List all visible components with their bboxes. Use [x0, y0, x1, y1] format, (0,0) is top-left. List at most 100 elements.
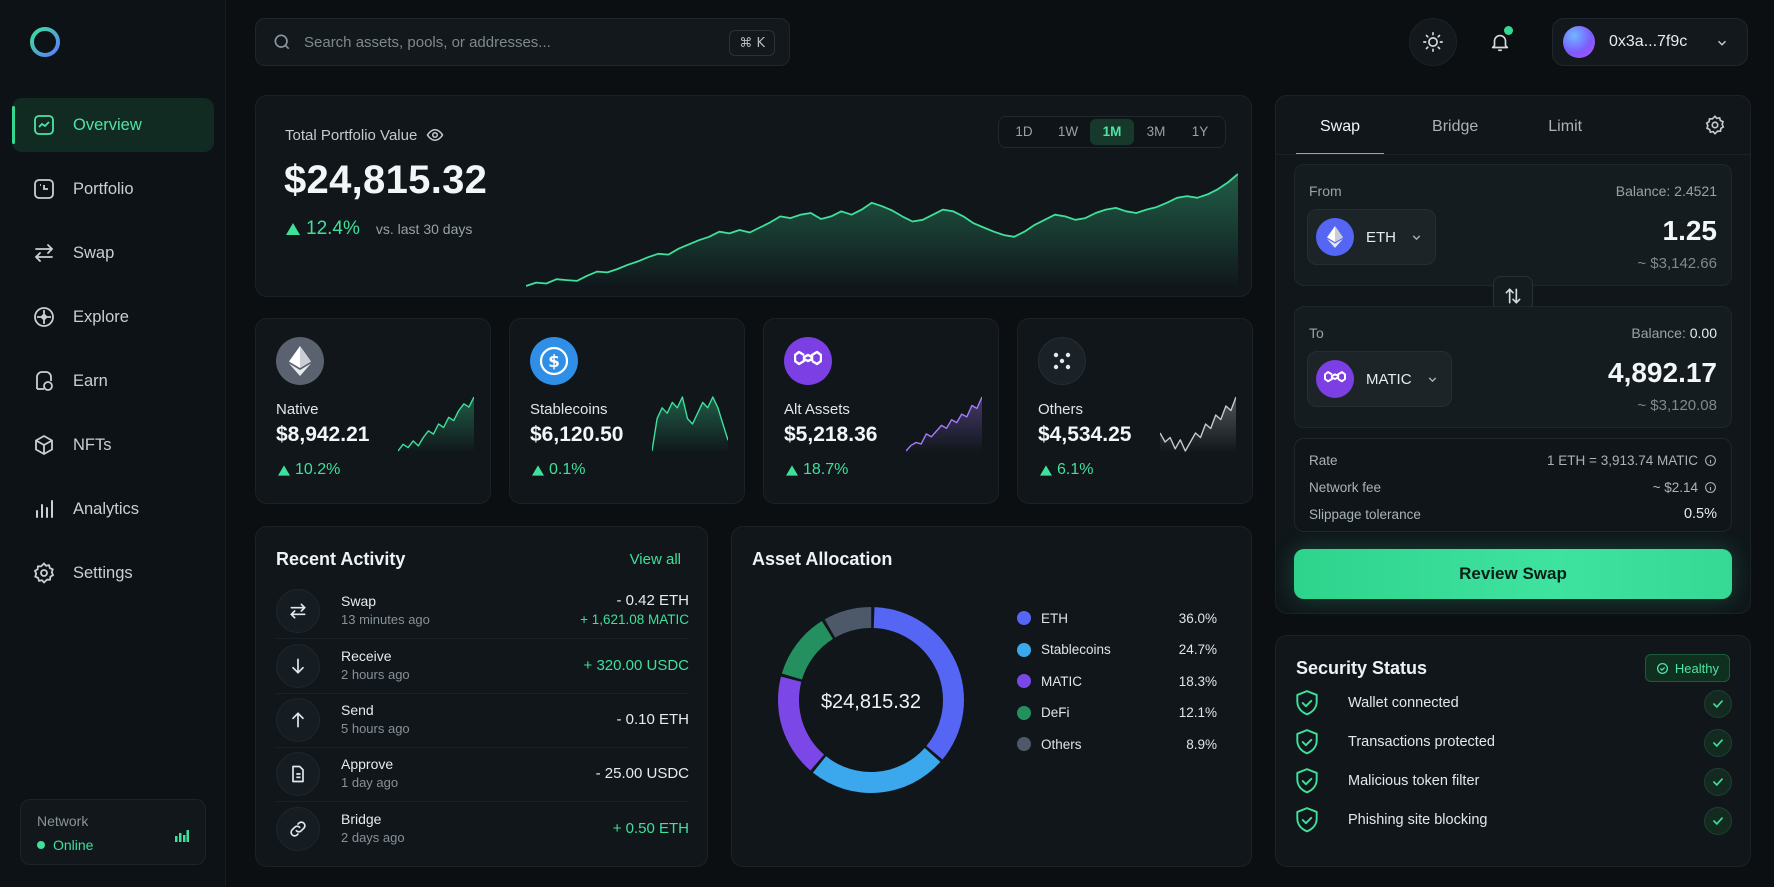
wallet-menu[interactable]: 0x3a...7f9c — [1552, 18, 1748, 66]
to-token-select[interactable]: MATIC — [1307, 351, 1452, 407]
sidebar-item-analytics[interactable]: Analytics — [12, 482, 214, 536]
activity-row[interactable]: Approve 1 day ago - 25.00 USDC — [276, 748, 689, 802]
tab-swap[interactable]: Swap — [1296, 96, 1385, 155]
activity-row[interactable]: Swap 13 minutes ago - 0.42 ETH + 1,621.0… — [276, 585, 689, 639]
portfolio-area-chart — [526, 173, 1238, 288]
legend-pct: 18.3% — [1178, 673, 1217, 689]
chart-series-line — [652, 396, 728, 452]
status-dot — [37, 841, 45, 849]
activity-row[interactable]: Bridge 2 days ago + 0.50 ETH — [276, 803, 689, 857]
range-1w[interactable]: 1W — [1057, 124, 1079, 139]
chart-area-fill — [526, 174, 1238, 288]
asset-value: $8,942.21 — [276, 423, 370, 446]
activity-name: Bridge — [341, 811, 382, 827]
asset-card-stablecoins[interactable]: $ Stablecoins $6,120.50 0.1% — [509, 318, 745, 504]
activity-time: 2 hours ago — [341, 667, 410, 682]
to-balance-prefix: Balance: — [1631, 325, 1690, 341]
legend-item: Stablecoins 24.7% — [1017, 640, 1217, 660]
notifications-button[interactable] — [1476, 18, 1524, 66]
sidebar-item-explore[interactable]: Explore — [12, 290, 214, 344]
legend-label: Stablecoins — [1041, 642, 1111, 657]
donut-slice-defi[interactable] — [781, 621, 833, 680]
polygon-icon — [784, 337, 832, 385]
dollar-coin-icon: $ — [530, 337, 578, 385]
network-status: Online — [37, 837, 93, 853]
from-label: From — [1309, 183, 1342, 199]
donut-slice-others[interactable] — [824, 607, 872, 638]
eye-icon[interactable] — [417, 126, 444, 144]
network-status-card[interactable]: Network Online — [20, 799, 206, 865]
activity-name: Receive — [341, 648, 392, 664]
security-item: Wallet connected — [1294, 688, 1732, 718]
legend-swatch — [1017, 674, 1031, 688]
review-swap-button[interactable]: Review Swap — [1294, 549, 1732, 599]
to-label: To — [1309, 325, 1324, 341]
rate-value-text: 1 ETH = 3,913.74 MATIC — [1547, 452, 1698, 468]
check-icon — [1704, 729, 1732, 757]
sidebar-item-overview[interactable]: Overview — [12, 98, 214, 152]
activity-name: Swap — [341, 593, 377, 609]
theme-toggle-button[interactable] — [1409, 18, 1457, 66]
sidebar-item-nfts[interactable]: NFTs — [12, 418, 214, 472]
range-1y[interactable]: 1Y — [1191, 124, 1209, 139]
ethereum-icon — [276, 337, 324, 385]
document-icon — [276, 752, 320, 796]
donut-slice-matic[interactable] — [778, 676, 825, 771]
tab-bridge[interactable]: Bridge — [1432, 118, 1479, 135]
asset-card-others[interactable]: Others $4,534.25 6.1% — [1017, 318, 1253, 504]
activity-row[interactable]: Receive 2 hours ago + 320.00 USDC — [276, 640, 689, 694]
donut-slice-eth[interactable] — [873, 607, 964, 760]
earn-icon — [32, 369, 56, 393]
network-fee-label: Network fee — [1309, 479, 1382, 495]
from-amount-input[interactable]: 1.25 — [1662, 215, 1718, 246]
range-1d[interactable]: 1D — [1015, 124, 1033, 139]
activity-amount: - 25.00 USDC — [595, 765, 689, 782]
network-fee-row: Network fee ~ $2.14 — [1309, 477, 1717, 497]
shield-check-icon — [1294, 689, 1320, 717]
asset-card-native[interactable]: Native $8,942.21 10.2% — [255, 318, 491, 504]
search-input[interactable] — [304, 33, 704, 51]
asset-change-pct: 18.7% — [803, 461, 849, 478]
ring-logo[interactable] — [28, 25, 62, 59]
from-token-select[interactable]: ETH — [1307, 209, 1436, 265]
shield-check-icon — [1294, 728, 1320, 756]
view-all-link[interactable]: View all — [629, 551, 681, 568]
asset-allocation-card: Asset Allocation $24,815.32 ETH 36.0% Stab… — [731, 526, 1252, 867]
avatar — [1563, 26, 1595, 58]
donut-slice-stablecoins[interactable] — [812, 747, 941, 793]
signal-icon — [175, 828, 189, 842]
to-token-name: MATIC — [1366, 370, 1412, 388]
legend-label: ETH — [1041, 610, 1068, 626]
asset-change-pct: 0.1% — [549, 461, 586, 478]
tab-limit[interactable]: Limit — [1548, 118, 1583, 135]
status-badge: Healthy — [1644, 654, 1730, 682]
network-fee-value: ~ $2.14 — [1653, 480, 1717, 495]
sidebar-item-swap[interactable]: Swap — [12, 226, 214, 280]
status-badge-text: Healthy — [1674, 660, 1719, 676]
range-3m[interactable]: 3M — [1146, 124, 1166, 139]
swap-settings-gear-icon[interactable] — [1704, 114, 1726, 136]
asset-card-alt-assets[interactable]: Alt Assets $5,218.36 18.7% — [763, 318, 999, 504]
range-1m[interactable]: 1M — [1090, 119, 1134, 145]
slippage-row[interactable]: Slippage tolerance 0.5% — [1309, 504, 1717, 524]
sidebar-item-settings[interactable]: Settings — [12, 546, 214, 600]
donut-center-value: $24,815.32 — [821, 691, 921, 713]
sidebar: Overview Portfolio Swap Explore Earn NFT… — [0, 0, 226, 887]
asset-change: 6.1% — [1040, 461, 1093, 479]
portfolio-change: 12.4% vs. last 30 days — [286, 218, 472, 240]
activity-name: Approve — [341, 756, 394, 772]
portfolio-value-card: Total Portfolio Value $24,815.32 12.4% v… — [255, 95, 1252, 297]
activity-name: Send — [341, 702, 374, 718]
swap-panel: Swap Bridge Limit From Balance: 2.4521 E… — [1275, 95, 1751, 614]
sidebar-item-portfolio[interactable]: Portfolio — [12, 162, 214, 216]
activity-row[interactable]: Send 5 hours ago - 0.10 ETH — [276, 694, 689, 748]
asset-sparkline — [652, 396, 728, 453]
portfolio-value: $24,815.32 — [284, 158, 488, 202]
time-range-selector: 1D 1W 1M 3M 1Y — [998, 116, 1226, 148]
asset-name: Alt Assets — [784, 401, 850, 418]
chart-area-fill — [906, 397, 982, 453]
swap-arrows-icon — [276, 589, 320, 633]
chevron-down-icon — [1715, 36, 1729, 50]
shield-check-icon — [1294, 806, 1320, 834]
sidebar-item-earn[interactable]: Earn — [12, 354, 214, 408]
